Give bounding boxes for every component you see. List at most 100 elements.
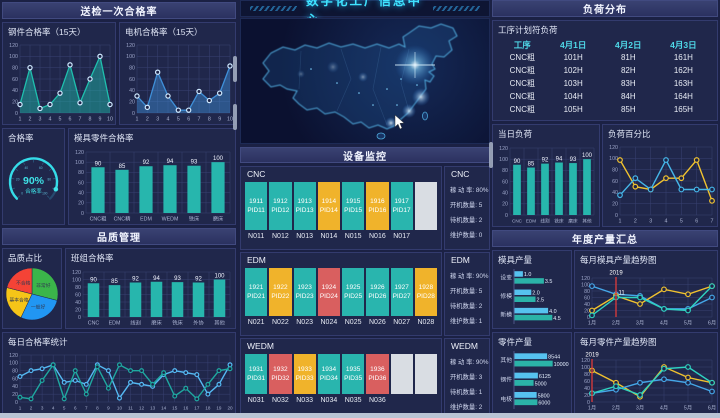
svg-text:10000: 10000	[554, 362, 569, 368]
svg-text:2: 2	[29, 117, 32, 123]
machine-tile[interactable]: 1914 PID14	[317, 182, 340, 230]
chart-title: 每月模具产量趋势图	[580, 255, 657, 265]
edge-scroll-tab[interactable]	[233, 56, 237, 82]
chart-title: 合格率	[8, 133, 34, 143]
machine-tile[interactable]: 1917 PID17	[390, 182, 413, 230]
panel-plan-load-table: 工序计划符负荷 工序 4月1日 4月2日 4月3日 CNC粗 101H 81H 161H CNC…	[492, 20, 718, 121]
svg-text:1: 1	[619, 219, 622, 225]
table-cell: 165H	[673, 105, 693, 114]
svg-text:120: 120	[499, 146, 508, 152]
stat-value: 90%	[475, 359, 489, 366]
china-map-panel	[240, 18, 490, 144]
machine-tile[interactable]: 1926 PID26	[366, 268, 389, 316]
group-stats: 稼 动 率: 90% 开机数量: 5 待机数量: 2 维护数量: 1	[450, 269, 489, 329]
group-name: WEDM	[451, 341, 478, 351]
bottom-edge-strip	[0, 413, 720, 418]
column-header: 工序	[513, 39, 531, 50]
machine-tile[interactable]: 1916 PID16	[366, 182, 389, 230]
section-title: 设备监控	[343, 151, 387, 163]
machine-tile[interactable]: 1935 PID35	[342, 354, 365, 394]
machine-id: 1921	[248, 284, 264, 291]
chart-title: 钢件合格率（15天）	[8, 27, 86, 37]
svg-text:5800: 5800	[538, 393, 550, 399]
svg-text:100: 100	[581, 365, 590, 371]
table-title: 工序计划符负荷	[498, 25, 558, 35]
svg-text:6: 6	[695, 219, 698, 225]
machine-tile[interactable]	[390, 354, 413, 394]
svg-text:80: 80	[48, 178, 52, 182]
svg-text:20: 20	[12, 99, 18, 105]
machine-pid: PID15	[344, 207, 363, 214]
machine-tile[interactable]: 1912 PID12	[269, 182, 292, 230]
table-cell: CNC粗	[509, 92, 535, 101]
svg-text:17: 17	[194, 406, 200, 411]
svg-text:磨床: 磨床	[151, 319, 162, 327]
chart-title: 每月零件产量趋势图	[580, 337, 657, 347]
machine-tile[interactable]: 1932 PID32	[269, 354, 292, 394]
machine-tile[interactable]: 1934 PID34	[317, 354, 340, 394]
machine-tile[interactable]: 1911 PID11	[245, 182, 268, 230]
svg-text:10: 10	[227, 117, 233, 123]
svg-text:120: 120	[609, 145, 618, 151]
edge-scroll-tab[interactable]	[233, 104, 237, 130]
machine-tile[interactable]: 1933 PID33	[293, 354, 316, 394]
machine-station-label: N013	[296, 233, 313, 240]
machine-tile[interactable]: 1927 PID27	[390, 268, 413, 316]
machine-tile[interactable]	[414, 182, 437, 230]
svg-text:一般好: 一般好	[31, 304, 46, 311]
chart-title: 负荷百分比	[608, 129, 651, 139]
svg-text:80: 80	[12, 65, 18, 71]
machine-pid: PID26	[368, 293, 387, 300]
svg-text:6: 6	[187, 117, 190, 123]
machine-tile[interactable]: 1931 PID31	[245, 354, 268, 394]
svg-text:100: 100	[214, 274, 225, 280]
table-cell: 101H	[563, 53, 583, 62]
machine-tile[interactable]: 1922 PID22	[269, 268, 292, 316]
svg-text:60: 60	[78, 180, 84, 186]
machine-tile[interactable]	[414, 354, 437, 394]
machine-tile[interactable]: 1936 PID36	[366, 354, 389, 394]
plan-table: 工序 4月1日 4月2日 4月3日 CNC粗 101H 81H 161H CNC粗 102H 82H…	[499, 38, 711, 116]
svg-text:CNC: CNC	[88, 321, 100, 327]
table-row: CNC粗 105H 85H 165H	[499, 103, 711, 116]
stat-label: 待机数量:	[450, 303, 477, 310]
machine-tile[interactable]: 1924 PID24	[317, 268, 340, 316]
svg-text:非常好: 非常好	[36, 282, 51, 289]
stat-value: 90%	[475, 273, 489, 280]
svg-text:7: 7	[85, 406, 88, 411]
edge-scroll-tab[interactable]	[489, 142, 493, 168]
machine-pid: PID35	[344, 375, 363, 382]
machine-station-label: N017	[393, 233, 410, 240]
table-cell: CNC粗	[509, 79, 535, 88]
section-title: 负荷分布	[583, 5, 627, 16]
chart-title: 班组合格率	[71, 253, 114, 263]
machine-tile[interactable]: 1915 PID15	[342, 182, 365, 230]
machine-tile[interactable]: 1913 PID13	[293, 182, 316, 230]
machine-tile[interactable]: 1921 PID21	[245, 268, 268, 316]
stat-line: 维护数量: 0	[450, 228, 487, 243]
panel-mold-parts-pass-rate: 模具零件合格率 0 20 40 60 80 100 120 90 CNC粗 85 CNC精 92 EDM…	[68, 128, 236, 225]
machine-id: 1934	[321, 366, 337, 373]
stat-label: 开机数量:	[450, 202, 477, 209]
svg-text:80: 80	[584, 289, 590, 295]
svg-text:20: 20	[75, 307, 81, 313]
machine-tile[interactable]: 1928 PID28	[414, 268, 437, 316]
machine-station-label: N025	[344, 319, 362, 326]
machine-station-label: N027	[393, 319, 410, 326]
svg-text:4: 4	[52, 406, 55, 411]
stat-line: 待机数量: 1	[450, 385, 487, 400]
svg-text:80: 80	[502, 168, 508, 174]
svg-text:100: 100	[213, 156, 224, 162]
machine-tile[interactable]: 1923 PID23	[293, 268, 316, 316]
svg-text:90%: 90%	[23, 175, 45, 187]
svg-text:5000: 5000	[535, 381, 547, 387]
svg-text:92: 92	[195, 277, 202, 283]
stat-value: 0	[478, 232, 483, 239]
group-name: CNC	[451, 169, 470, 179]
stat-value: 2	[478, 303, 483, 310]
machine-tile[interactable]: 1925 PID25	[342, 268, 365, 316]
table-cell: CNC粗	[509, 53, 535, 62]
svg-text:6000: 6000	[538, 401, 550, 407]
svg-text:94: 94	[153, 276, 160, 282]
machine-id: 1928	[418, 284, 434, 291]
